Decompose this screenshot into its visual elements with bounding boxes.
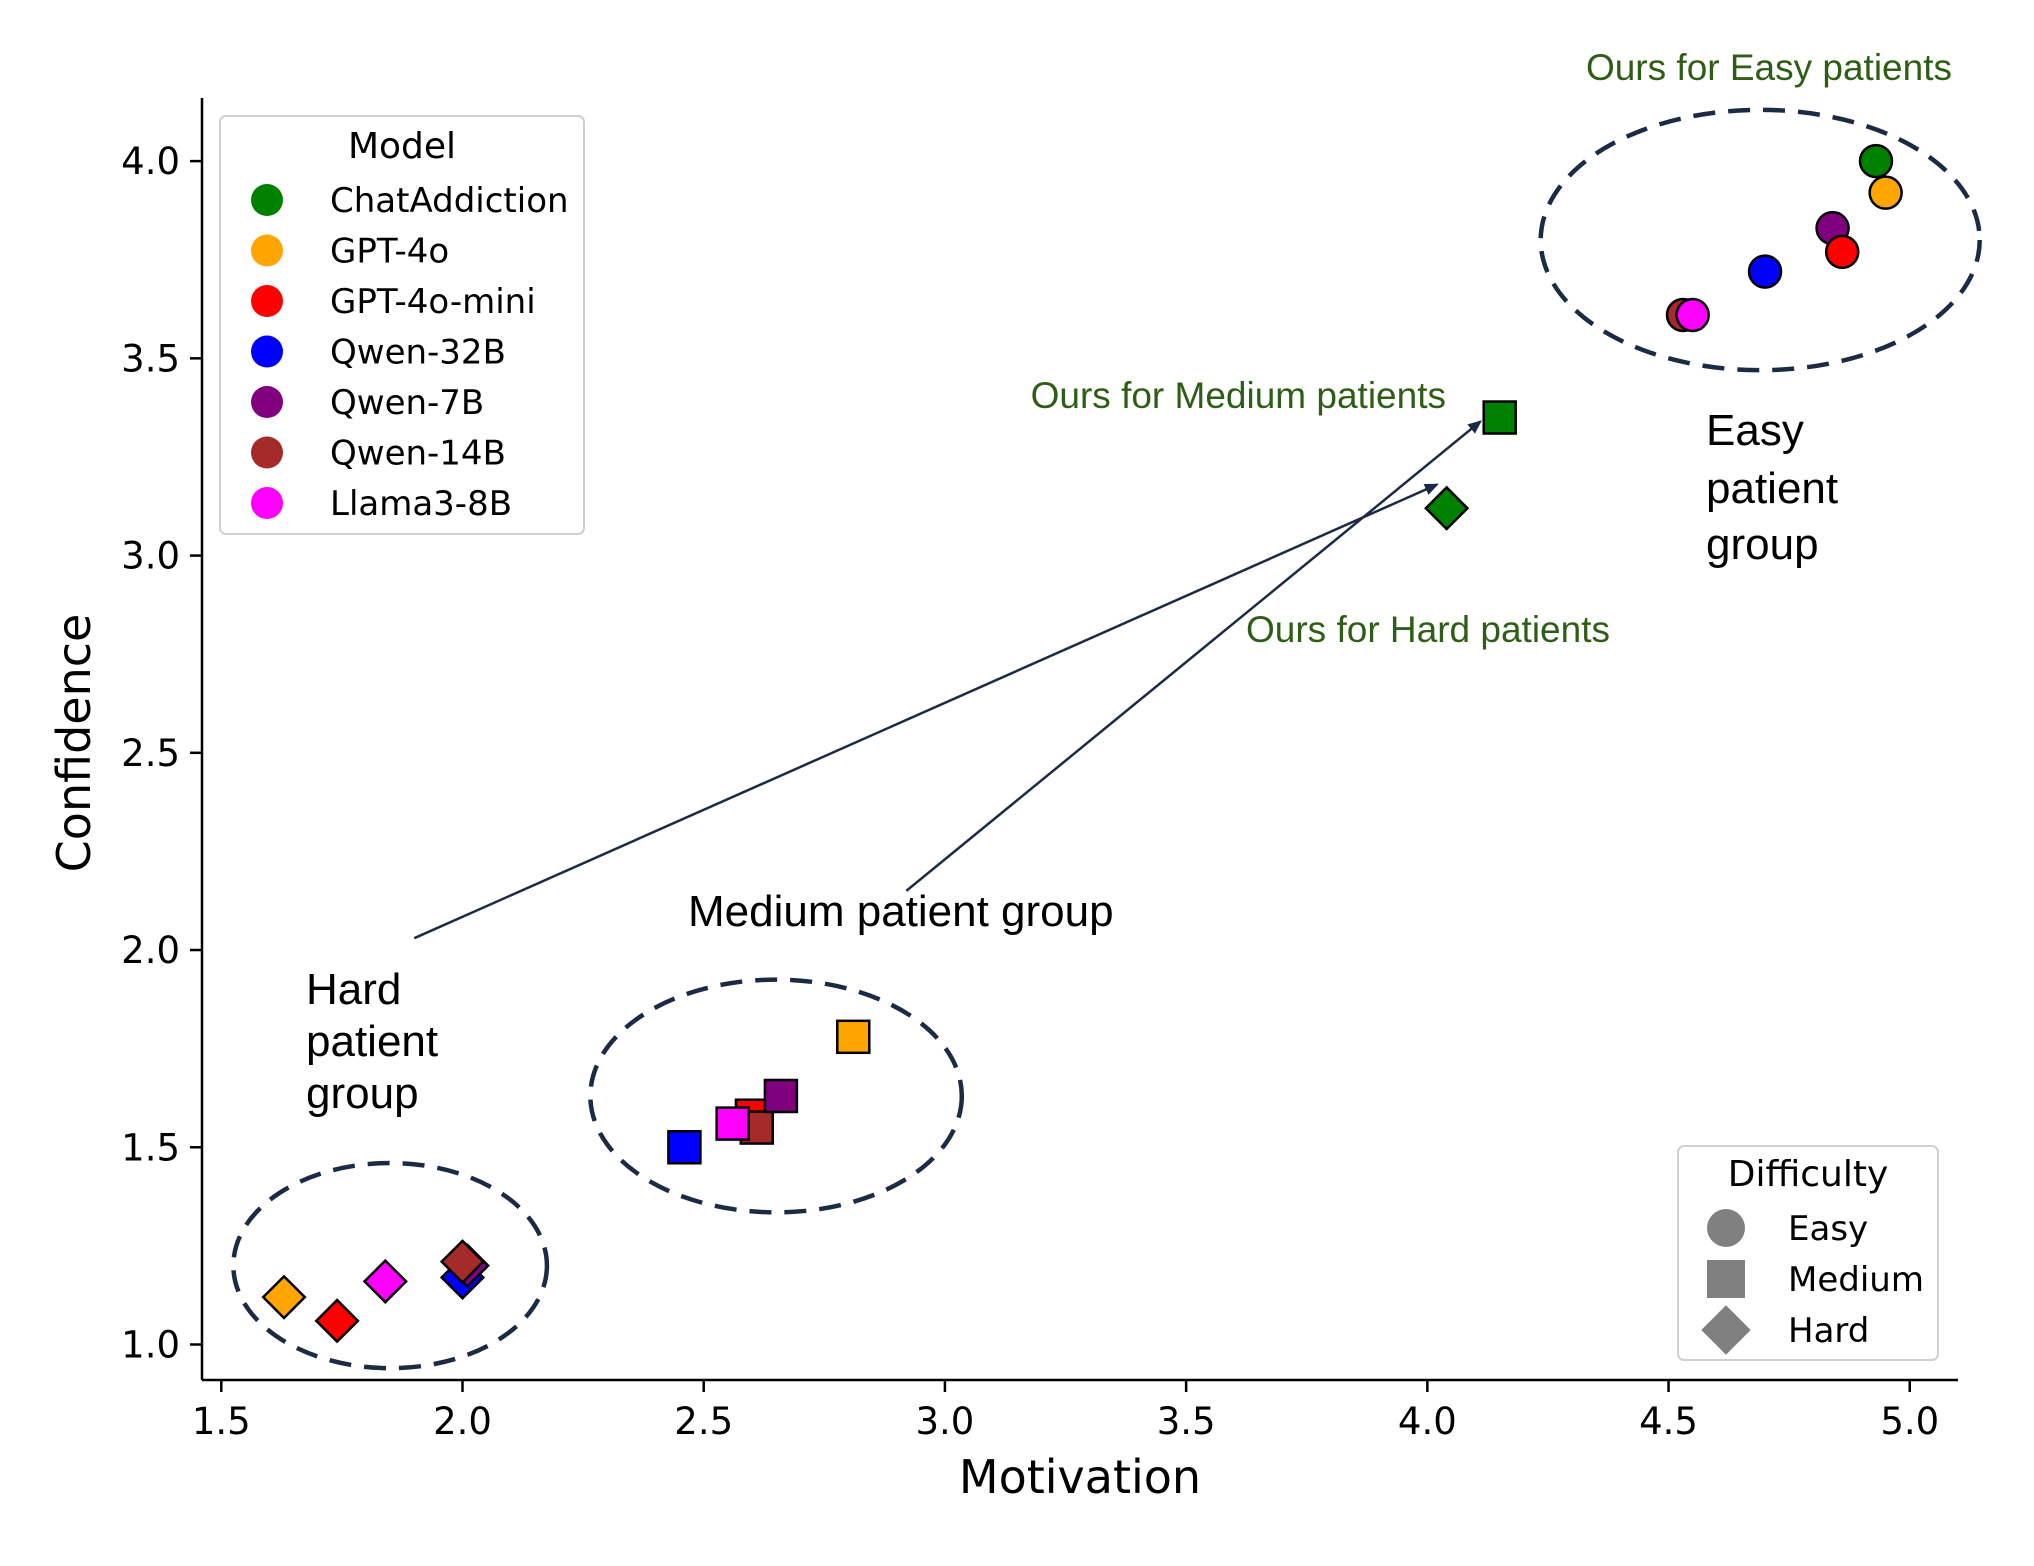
legend-marker-medium [1707,1260,1745,1298]
x-tick-label: 4.5 [1639,1400,1698,1443]
easy-group-ellipse [1538,107,1982,373]
annotation-arrows [413,420,1482,940]
point-gpt-4o-mini-easy [1824,234,1860,270]
point-gpt-4o-easy [1868,175,1903,210]
group-clusters [231,107,1982,1371]
medium-ours-label: Ours for Medium patients [1031,375,1446,416]
x-tick-label: 5.0 [1880,1400,1939,1443]
easy-group-label-line3: group [1706,520,1819,569]
x-tick-label: 1.5 [192,1400,251,1443]
legend-label-chataddiction: ChatAddiction [330,181,569,221]
point-llama3-8b-medium [715,1106,750,1141]
axes: 1.5 2.0 2.5 3.0 3.5 4.0 4.5 5.0 1.0 1.5 2.0 2.5 3.0 3… [121,98,1958,1443]
hard-group-label-line3: group [306,1069,419,1118]
annotations: Ours for Easy patients Ours for Medium p… [306,47,1952,1118]
legend-marker-easy [1707,1209,1745,1247]
legend-label-gpt-4o: GPT-4o [330,232,449,272]
legend-marker-chataddiction [251,184,283,216]
legend-marker-qwen-7b [251,386,283,418]
legend-label-qwen-14b: Qwen-14B [330,434,506,474]
y-tick-label: 1.5 [121,1126,180,1169]
point-qwen-14b-hard [439,1239,486,1285]
data-points [261,143,1903,1344]
hard-group-label-line2: patient [306,1017,438,1066]
x-axis-label: Motivation [959,1450,1201,1504]
hard-group-label-line1: Hard [306,965,401,1014]
point-llama3-8b-hard [362,1258,408,1304]
medium-to-ours-arrow [905,420,1482,892]
legend-marker-hard [1701,1305,1751,1355]
legend-label-medium: Medium [1788,1260,1924,1300]
point-gpt-4o-mini-hard [314,1298,360,1344]
hard-group-ellipse [231,1160,550,1371]
model-legend-box [219,115,585,535]
y-tick-label: 3.0 [121,535,180,578]
y-axis-label: Confidence [47,614,101,873]
model-legend-title: Model [348,126,456,167]
point-chataddiction-medium [1482,400,1517,435]
point-llama3-8b-easy [1675,297,1710,333]
point-chataddiction-hard [1424,485,1470,531]
legend-marker-llama3-8b [251,487,283,519]
point-qwen-32b-easy [1747,254,1783,289]
x-tick-label: 4.0 [1398,1400,1457,1443]
legend-marker-qwen-14b [251,436,283,469]
legend-label-qwen-32b: Qwen-32B [330,333,506,373]
x-tick-label: 2.5 [674,1400,733,1443]
point-chataddiction-easy [1858,143,1894,179]
legend-marker-qwen-32b [251,335,283,368]
point-gpt-4o-hard [261,1274,307,1320]
point-gpt-4o-medium [836,1019,871,1055]
y-tick-label: 3.5 [121,337,180,380]
y-tick-label: 4.0 [121,140,180,183]
legend-marker-gpt-4o-mini [251,285,283,317]
medium-group-ellipse [588,977,965,1215]
legend-label-hard: Hard [1788,1311,1869,1351]
x-tick-label: 3.5 [1157,1400,1216,1443]
point-qwen-32b-medium [667,1130,702,1165]
legend-label-llama3-8b: Llama3-8B [330,484,512,524]
legend-label-easy: Easy [1788,1209,1868,1249]
y-tick-label: 2.5 [121,732,180,775]
hard-to-ours-arrow [413,483,1439,940]
x-tick-label: 3.0 [916,1400,975,1443]
difficulty-legend: Difficulty Easy Medium Hard [1677,1145,1939,1361]
legend-label-gpt-4o-mini: GPT-4o-mini [330,282,536,322]
hard-ours-label: Ours for Hard patients [1246,609,1610,650]
y-tick-label: 1.0 [121,1323,180,1366]
legend-label-qwen-7b: Qwen-7B [330,383,484,423]
medium-group-label: Medium patient group [688,887,1114,936]
easy-ours-label: Ours for Easy patients [1586,47,1952,88]
easy-group-label-line2: patient [1706,464,1838,513]
y-tick-label: 2.0 [121,929,180,972]
point-qwen-7b-medium [763,1078,799,1114]
difficulty-legend-title: Difficulty [1728,1154,1889,1195]
difficulty-legend-box [1677,1145,1939,1361]
easy-group-label-line1: Easy [1706,406,1804,455]
x-tick-label: 2.0 [433,1400,492,1443]
legend-marker-gpt-4o [251,234,283,267]
model-legend: Model ChatAddiction GPT-4o GPT-4o-mini Qwen… [219,115,585,535]
